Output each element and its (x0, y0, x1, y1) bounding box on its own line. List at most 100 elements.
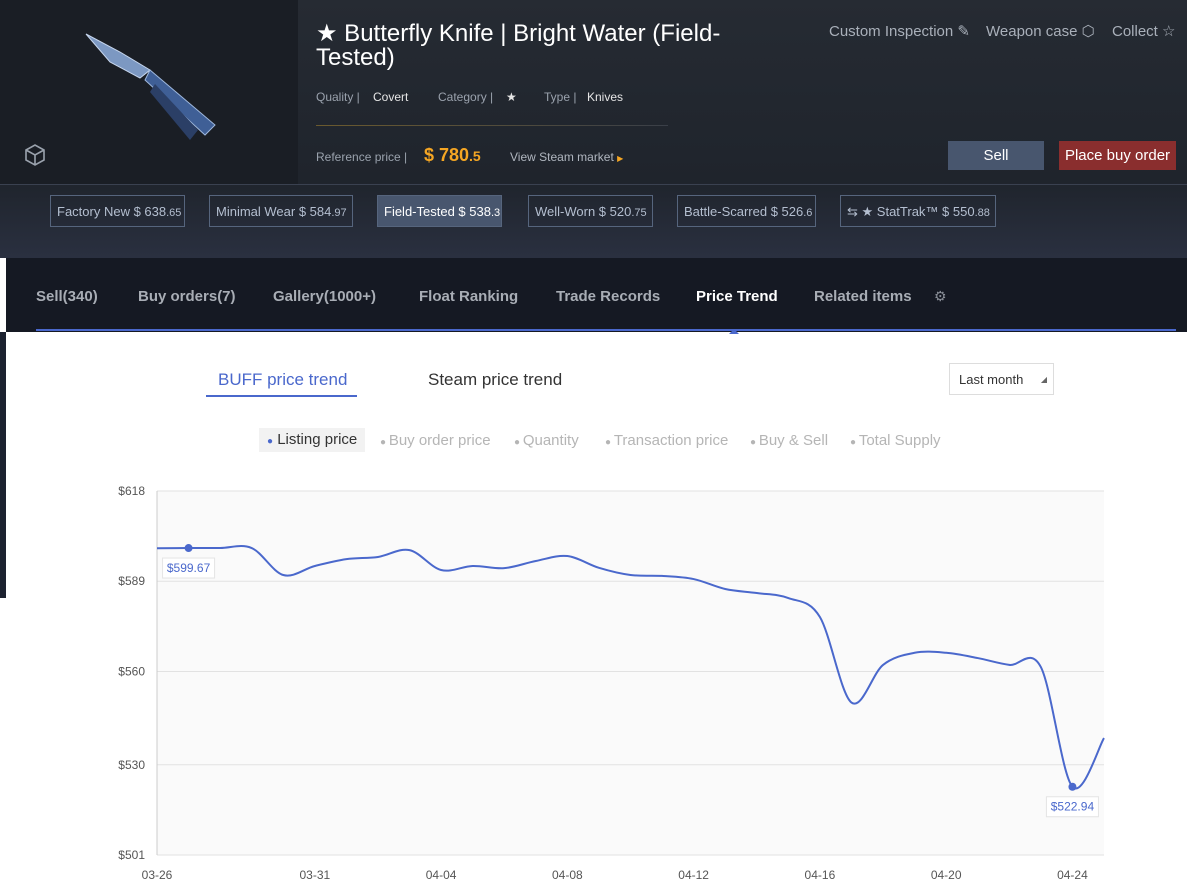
x-tick-label: 04-08 (552, 868, 583, 879)
tab-caret (729, 324, 739, 334)
tab-underline (36, 329, 1176, 331)
tab-bar (6, 258, 1187, 332)
value: Knives (587, 90, 624, 104)
tab-text: Gallery(1000+) (273, 288, 376, 305)
y-tick-label: $618 (118, 484, 145, 498)
variant-button[interactable]: ⇆ ★ StatTrak™ $ 550.88 (840, 195, 996, 227)
source-tab[interactable]: BUFF price trend (218, 370, 348, 389)
legend-text: Transaction price (613, 432, 729, 449)
legend-text: Total Supply (858, 432, 941, 449)
x-tick-label: 04-24 (1057, 868, 1088, 879)
variant-name: Well-Worn $ 520 (535, 204, 632, 219)
legend-text: Buy order price (388, 432, 491, 449)
price-main: $ 780 (424, 145, 470, 165)
range-text: Last month (959, 372, 1024, 387)
legend-item[interactable]: ● Transaction price (605, 432, 729, 449)
label-box (1045, 796, 1099, 818)
variant-button[interactable]: Factory New $ 638.65 (50, 195, 185, 227)
variant-button[interactable]: Field-Tested $ 538.3 (377, 195, 502, 227)
price-line (156, 545, 1105, 790)
variant-button[interactable]: Well-Worn $ 520.75 (528, 195, 653, 227)
settings-icon[interactable]: ⚙ (934, 288, 947, 304)
variant-frac: .65 (166, 207, 182, 219)
steam-link[interactable]: View Steam market ▶ (510, 150, 624, 164)
link-text: View Steam market (510, 150, 614, 164)
variant-frac: .75 (631, 207, 647, 219)
tab[interactable]: Gallery(1000+) (273, 288, 376, 305)
side-strip (0, 332, 6, 598)
label: Type | (544, 90, 577, 104)
data-label: $599.67 (167, 561, 211, 575)
tab[interactable]: Price Trend (696, 288, 778, 305)
tab[interactable]: Related items (814, 288, 912, 305)
variant-name: Minimal Wear $ 584 (216, 204, 332, 219)
price-frac: .5 (469, 148, 481, 164)
y-tick-label: $530 (118, 758, 145, 772)
legend-item[interactable]: ● Total Supply (850, 432, 941, 449)
value: ★ (506, 90, 517, 104)
range-select[interactable]: Last month ◢ (949, 363, 1054, 395)
x-tick-label: 04-16 (805, 868, 836, 879)
item-image (0, 0, 298, 184)
tab[interactable]: Float Ranking (419, 288, 518, 305)
label: Category | (438, 90, 494, 104)
tab-text: Sell(340) (36, 288, 98, 305)
source-underline (206, 395, 357, 397)
legend-item[interactable]: ● Quantity (514, 432, 579, 449)
chart: $501 $530 $560 $589 $618 03-26 03-31 04-04 04-08… (118, 484, 1105, 879)
action-text: Weapon case (986, 23, 1078, 40)
label-box (162, 557, 216, 579)
x-tick-label: 03-26 (142, 868, 173, 879)
variant-button[interactable]: Battle-Scarred $ 526.6 (677, 195, 816, 227)
y-tick-label: $589 (118, 574, 145, 588)
label: Quality | (316, 90, 360, 104)
y-tick-label: $501 (118, 848, 145, 862)
value: Covert (373, 90, 409, 104)
tab[interactable]: Trade Records (556, 288, 660, 305)
action[interactable]: Weapon case ⬡ (986, 23, 1095, 40)
legend-item[interactable]: ● Buy order price (380, 432, 491, 449)
action[interactable]: Custom Inspection ✎ (829, 23, 970, 40)
legend-item[interactable]: ● Listing price (259, 428, 366, 452)
tab-text: Trade Records (556, 288, 661, 305)
legend-text: Buy & Sell (758, 432, 829, 449)
variant-frac: .97 (331, 207, 347, 219)
source-tab[interactable]: Steam price trend (428, 370, 563, 389)
action-text: Collect (1112, 23, 1158, 40)
tab[interactable]: Buy orders(7) (138, 288, 236, 305)
legend-item[interactable]: ● Buy & Sell (750, 432, 829, 449)
x-tick-label: 04-12 (678, 868, 709, 879)
x-tick-label: 04-04 (426, 868, 457, 879)
tab[interactable]: Sell(340) (36, 288, 98, 305)
x-tick-label: 03-31 (299, 868, 330, 879)
point-marker (184, 544, 193, 553)
tab-text: Buy orders(7) (138, 288, 236, 305)
variant-button[interactable]: Minimal Wear $ 584.97 (209, 195, 353, 227)
y-tick-label: $560 (118, 664, 145, 678)
variant-frac: .3 (490, 207, 501, 219)
action[interactable]: Collect ☆ (1112, 23, 1176, 40)
action-text: Custom Inspection (829, 23, 954, 40)
x-tick-label: 04-20 (931, 868, 962, 879)
variant-frac: .6 (803, 207, 813, 219)
variant-name: Battle-Scarred $ 526 (684, 204, 804, 219)
variant-name: ★ StatTrak™ $ 550 (861, 204, 975, 219)
item-title: ★ Butterfly Knife | Bright Water (Field-… (316, 20, 721, 71)
point-marker (1068, 782, 1077, 791)
buy-order-button[interactable]: Place buy order (1059, 141, 1176, 170)
divider (316, 125, 668, 126)
variant-name: Factory New $ 638 (57, 204, 167, 219)
sell-button[interactable]: Sell (948, 141, 1044, 170)
divider (0, 184, 1187, 185)
tab-text: Related items (814, 288, 912, 305)
tab-text: Price Trend (696, 288, 778, 305)
tab-text: Float Ranking (419, 288, 519, 305)
data-label: $522.94 (1051, 800, 1095, 814)
legend-text: Listing price (277, 431, 358, 448)
price: $ 780.5 (424, 145, 481, 166)
variant-frac: .88 (974, 207, 990, 219)
plot-bg (157, 491, 1104, 855)
label: Reference price | (316, 150, 408, 164)
knife-icon (25, 33, 216, 166)
